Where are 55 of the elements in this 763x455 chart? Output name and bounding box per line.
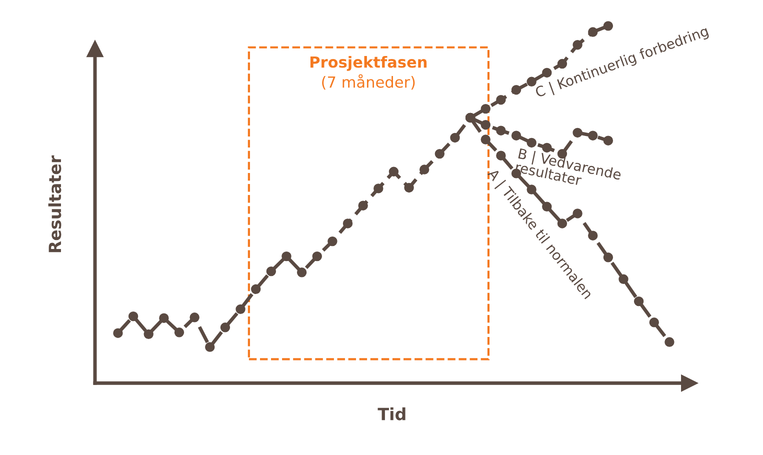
point [480,120,490,130]
point [128,311,138,322]
point [618,274,628,284]
point [266,266,276,276]
point [342,218,353,228]
point [434,148,445,159]
point [588,230,598,240]
point [358,200,368,210]
point [480,134,490,144]
point [664,337,674,347]
point [312,251,322,262]
point [250,284,261,294]
point [496,150,506,160]
point [526,76,536,87]
point [572,128,582,138]
point [220,322,230,332]
point [572,208,582,218]
point [542,142,552,153]
point [526,138,536,148]
point [603,252,614,262]
point [511,85,522,95]
point [496,126,506,136]
point [588,27,598,37]
point [465,112,476,123]
point [649,318,659,328]
point [296,268,307,278]
point [328,236,338,246]
annotation: Prosjektfasen [310,56,427,71]
point [450,132,460,143]
point [144,329,154,340]
point [542,202,552,212]
point [634,296,644,306]
point [542,68,552,78]
point [511,130,522,140]
point [388,166,399,177]
point [282,251,292,262]
point [205,342,215,352]
point [404,182,414,193]
y-axis-title: Resultater [48,155,62,252]
point [374,184,384,194]
point [113,328,123,338]
point [588,130,598,140]
point [159,313,169,323]
point [480,104,490,114]
point [190,312,200,322]
point [603,136,614,146]
annotation: (7 måneder) [322,74,415,90]
point [419,164,430,174]
point [603,21,614,31]
point [236,304,246,314]
point [557,218,568,228]
point [174,328,184,338]
point [496,95,506,105]
point [572,40,582,50]
x-axis-title: Tid [378,407,406,420]
